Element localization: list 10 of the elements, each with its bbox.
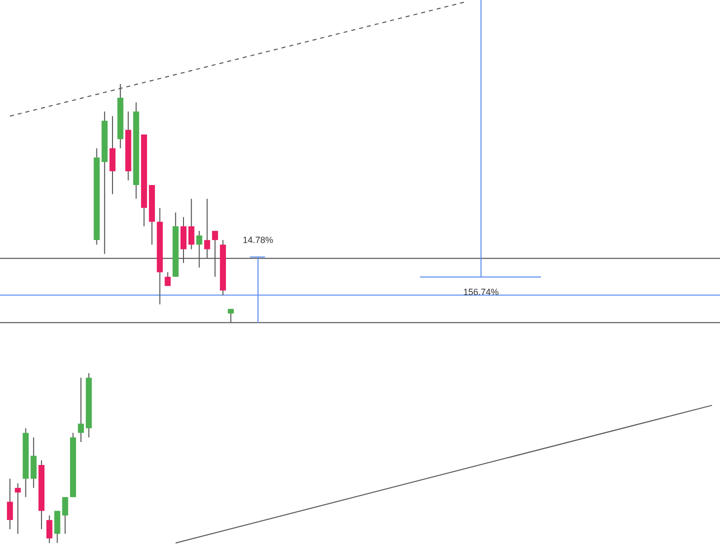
annotation: 156.74% [463,287,499,297]
candlestick [14,482,21,534]
candlestick [6,478,13,530]
candlestick [188,198,194,250]
candlestick [164,272,171,286]
candlestick [46,514,52,544]
candlestick [30,436,37,488]
annotation: 14.78% [242,235,274,245]
candlestick [78,377,84,443]
candlestick [109,116,116,195]
